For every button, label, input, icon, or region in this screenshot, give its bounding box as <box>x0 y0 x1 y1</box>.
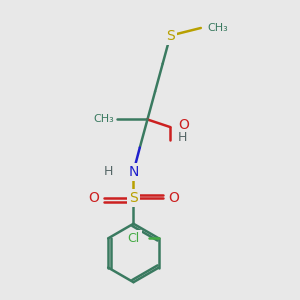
Text: H: H <box>104 165 113 178</box>
Text: O: O <box>88 191 99 205</box>
Text: CH₃: CH₃ <box>94 115 114 124</box>
Text: Cl: Cl <box>128 232 140 245</box>
Text: CH₃: CH₃ <box>207 23 228 33</box>
Text: O: O <box>168 191 179 205</box>
Text: O: O <box>178 118 189 132</box>
Text: N: N <box>128 165 139 178</box>
Text: S: S <box>129 191 138 205</box>
Text: S: S <box>166 28 175 43</box>
Text: H: H <box>178 131 187 144</box>
